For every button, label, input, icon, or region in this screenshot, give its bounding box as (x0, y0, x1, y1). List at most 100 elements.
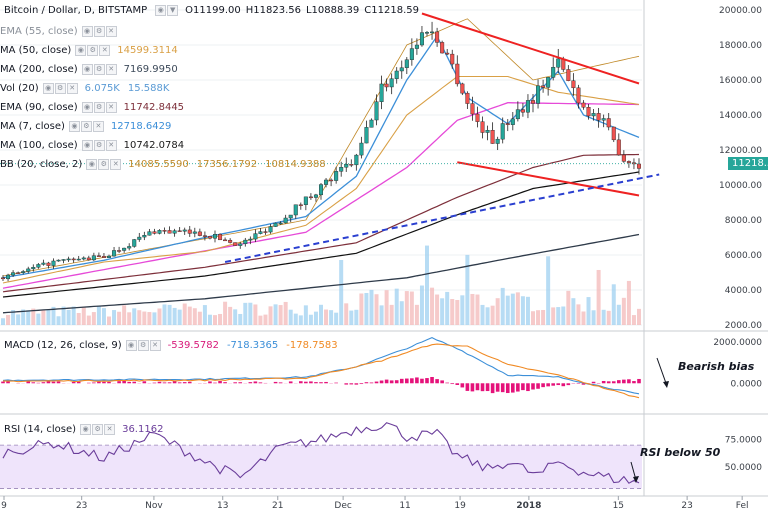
candle-body (26, 269, 30, 272)
macd-histogram-bar (92, 382, 96, 383)
candle-body (198, 232, 202, 236)
volume-bar (369, 290, 373, 325)
candle-body (82, 258, 86, 259)
indicator-controls[interactable]: ◉⚙✕ (82, 140, 118, 151)
volume-bar (602, 310, 606, 325)
volume-bar (102, 308, 106, 325)
volume-bar (208, 315, 212, 325)
volume-bar (16, 314, 20, 325)
indicator-value: 10742.0784 (124, 140, 184, 151)
macd-name: MACD (12, 26, close, 9) (4, 340, 122, 351)
volume-bar (405, 291, 409, 325)
candle-body (289, 215, 293, 218)
volume-bar (364, 293, 368, 325)
candle-body (62, 259, 66, 260)
candle-body (274, 223, 278, 226)
macd-histogram-bar (637, 379, 641, 383)
macd-histogram-bar (612, 381, 616, 383)
indicator-controls[interactable]: ◉⚙✕ (82, 26, 118, 37)
macd-histogram-bar (279, 382, 283, 383)
macd-histogram-bar (299, 381, 303, 383)
candle-body (531, 100, 535, 103)
candle-body (506, 124, 510, 125)
candle-body (16, 273, 20, 274)
candle-body (122, 248, 126, 250)
volume-bar (475, 295, 479, 325)
macd-histogram-bar (607, 381, 611, 383)
candle-body (178, 231, 182, 232)
candle-body (334, 171, 338, 180)
volume-bar (319, 305, 323, 325)
candle-body (153, 232, 157, 234)
macd-histogram-bar (309, 381, 313, 383)
indicator-controls[interactable]: ◉⚙✕ (82, 102, 118, 113)
macd-histogram-bar (375, 382, 379, 384)
volume-bar (375, 294, 379, 325)
indicator-controls[interactable]: ◉⚙✕ (86, 159, 122, 170)
candle-body (117, 250, 121, 251)
candle-body (213, 234, 217, 238)
volume-bar (531, 311, 535, 325)
macd-histogram-bar (632, 381, 636, 383)
candle-body (496, 139, 500, 143)
macd-histogram-bar (47, 381, 51, 383)
candle-body (127, 246, 131, 248)
macd-histogram-bar (223, 382, 227, 383)
volume-bar (1, 318, 5, 325)
candle-body (233, 243, 237, 246)
candle-body (471, 104, 475, 114)
candle-body (264, 232, 268, 233)
macd-histogram-bar (385, 380, 389, 384)
candle-body (309, 197, 313, 198)
indicator-controls[interactable]: ◉⚙✕ (69, 121, 105, 132)
macd-histogram-bar (536, 383, 540, 388)
macd-histogram-bar (521, 383, 525, 390)
candle-body (420, 33, 424, 45)
candle-body (637, 164, 641, 169)
indicator-controls[interactable]: ◉⚙✕ (82, 64, 118, 75)
rsi-tick-label: 50.0000 (725, 463, 762, 473)
volume-bar (496, 298, 500, 325)
candle-body (461, 84, 465, 93)
macd-histogram-bar (188, 382, 192, 383)
macd-histogram-bar (481, 383, 485, 391)
volume-bar (435, 295, 439, 325)
indicator-legend-row: MA (100, close)◉⚙✕10742.0784 (0, 137, 192, 153)
macd-histogram-bar (42, 382, 46, 383)
indicator-legend-row: MA (200, close)◉⚙✕7169.9950 (0, 61, 186, 77)
candle-body (57, 260, 61, 261)
indicator-controls[interactable]: ◉⚙✕ (75, 45, 111, 56)
macd-histogram-bar (324, 382, 328, 383)
indicator-controls[interactable]: ◉⚙✕ (43, 83, 79, 94)
candle-body (344, 164, 348, 167)
candle-body (491, 130, 495, 143)
candle-body (592, 113, 596, 116)
macd-histogram-bar (127, 382, 131, 383)
macd-histogram-bar (511, 383, 515, 392)
candle-body (602, 118, 606, 120)
ohlc-high: H11823.56 (246, 5, 301, 16)
candle-body (107, 256, 111, 258)
macd-histogram-bar (168, 382, 172, 383)
macd-histogram-bar (395, 380, 399, 383)
macd-histogram-bar (501, 383, 505, 392)
volume-bar (455, 300, 459, 325)
indicator-value: 15.588K (128, 83, 170, 94)
header-buttons[interactable]: ◉▼ (155, 5, 179, 16)
candle-body (92, 256, 96, 260)
volume-bar (233, 309, 237, 325)
volume-bar (82, 307, 86, 325)
volume-bar (536, 310, 540, 325)
volume-bar (587, 297, 591, 325)
ohlc-open: O11199.00 (185, 5, 241, 16)
volume-bar (67, 310, 71, 325)
volume-bar (556, 307, 560, 325)
volume-bar (511, 294, 515, 325)
candle-body (249, 239, 253, 240)
macd-histogram-bar (496, 383, 500, 391)
time-tick-label: Dec (334, 501, 351, 511)
rsi-name: RSI (14, close) (4, 424, 76, 435)
macd-histogram-bar (72, 382, 76, 383)
candle-body (31, 267, 35, 269)
macd-histogram-bar (249, 382, 253, 383)
